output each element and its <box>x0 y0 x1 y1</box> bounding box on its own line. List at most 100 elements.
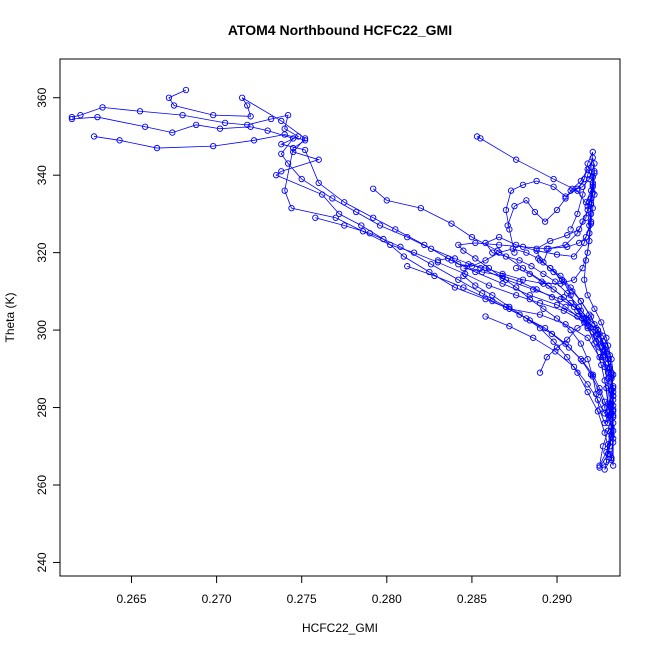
data-point <box>547 237 554 245</box>
data-point <box>550 338 557 345</box>
data-point <box>582 199 590 206</box>
data-point <box>359 228 367 235</box>
data-point <box>193 121 200 128</box>
series-8 <box>404 263 613 427</box>
plot-frame <box>59 58 621 577</box>
data-point <box>472 255 479 262</box>
data-point <box>543 354 550 361</box>
data-point <box>610 371 617 378</box>
data-point <box>383 197 390 204</box>
data-point <box>538 278 545 285</box>
series-1 <box>165 86 617 471</box>
data-point <box>569 185 576 192</box>
data-point <box>482 257 489 264</box>
y-tick-label: 340 <box>35 165 49 185</box>
data-point <box>576 226 583 233</box>
data-point <box>499 274 506 281</box>
data-point <box>582 214 590 221</box>
data-point <box>335 210 343 218</box>
data-point <box>460 264 467 272</box>
data-point <box>448 257 455 264</box>
data-point <box>244 102 251 109</box>
series-9 <box>482 313 617 417</box>
data-point <box>315 179 322 187</box>
data-point <box>570 253 578 260</box>
data-point <box>68 113 76 121</box>
data-point <box>591 305 598 312</box>
data-point <box>587 371 595 378</box>
data-point <box>536 257 544 264</box>
data-point <box>584 166 591 173</box>
data-point <box>589 154 596 161</box>
data-point <box>519 276 527 283</box>
data-point <box>284 112 292 119</box>
data-point <box>604 359 612 367</box>
data-point <box>562 303 569 310</box>
data-point <box>77 112 84 119</box>
data-point <box>610 406 617 413</box>
data-point <box>417 204 424 212</box>
data-point <box>574 324 581 332</box>
data-point <box>499 272 506 280</box>
data-point <box>608 375 615 382</box>
data-point <box>596 462 603 469</box>
data-point <box>565 344 573 351</box>
x-tick-label: 0.290 <box>542 592 572 606</box>
y-axis: 240 260 280 300 320 340 360 <box>35 87 61 572</box>
data-point <box>582 233 590 241</box>
data-point <box>603 458 610 465</box>
data-point <box>586 311 593 318</box>
data-point <box>513 292 520 299</box>
data-point <box>511 249 518 256</box>
data-point <box>601 363 608 371</box>
data-point <box>509 245 516 252</box>
chart-title: ATOM4 Northbound HCFC22_GMI <box>228 22 452 38</box>
data-point <box>169 129 176 136</box>
x-axis-label: HCFC22_GMI <box>302 621 378 635</box>
data-point <box>482 313 489 320</box>
data-point <box>582 257 590 264</box>
data-point <box>587 220 595 227</box>
data-point <box>536 369 544 376</box>
series-line <box>168 89 614 468</box>
data-point <box>448 220 455 227</box>
data-point <box>431 272 438 280</box>
data-point <box>608 423 615 431</box>
data-point <box>541 324 549 332</box>
series-line <box>485 316 614 415</box>
data-point <box>552 278 559 285</box>
data-point <box>564 243 571 250</box>
y-tick-label: 240 <box>35 552 49 572</box>
data-point <box>519 243 527 250</box>
series-3 <box>68 113 617 473</box>
data-point <box>278 150 285 158</box>
series-line <box>457 136 612 425</box>
data-point <box>136 108 144 115</box>
data-point <box>541 218 549 225</box>
data-point <box>472 239 479 247</box>
data-point <box>301 135 309 142</box>
data-point <box>564 336 571 343</box>
data-point <box>548 294 556 301</box>
data-point <box>550 286 557 293</box>
data-point <box>550 268 557 276</box>
data-point <box>301 137 309 144</box>
data-point <box>577 297 584 305</box>
data-point <box>581 276 588 283</box>
data-point <box>562 195 569 202</box>
data-point <box>598 319 605 326</box>
data-point <box>301 146 309 154</box>
data-point <box>569 288 576 295</box>
data-point <box>584 334 591 341</box>
data-point <box>536 311 544 318</box>
data-point <box>153 144 161 152</box>
data-point <box>547 264 554 272</box>
data-point <box>584 319 591 326</box>
data-point <box>247 123 254 130</box>
data-point <box>210 142 217 150</box>
data-point <box>567 292 574 299</box>
data-point <box>353 208 360 216</box>
data-point <box>329 195 336 202</box>
series-6 <box>370 185 617 469</box>
x-axis: 0.265 0.270 0.275 0.280 0.285 0.290 <box>116 575 572 606</box>
